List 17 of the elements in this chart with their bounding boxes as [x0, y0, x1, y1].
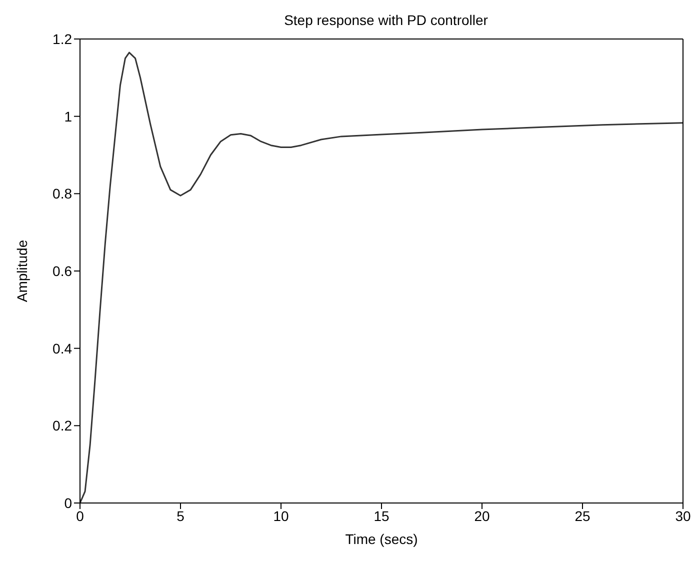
x-tick-label: 15: [374, 508, 390, 524]
y-tick-label: 0.6: [52, 262, 72, 279]
y-tick-label: 1: [64, 108, 72, 124]
y-tick-label: 0.2: [52, 418, 72, 434]
chart-title: Step response with PD controller: [283, 12, 489, 28]
x-tick-label: 30: [675, 508, 691, 524]
y-tick-label: 0.8: [52, 186, 72, 202]
x-tick-label: 20: [474, 508, 490, 524]
y-tick-label: 1.2: [52, 30, 72, 47]
y-tick-label: 0.4: [52, 340, 72, 356]
y-axis-title: Amplitude: [14, 240, 30, 302]
x-tick-label: 10: [273, 508, 289, 524]
x-tick-label: 0: [76, 508, 84, 524]
x-tick-label: 5: [176, 508, 185, 524]
x-tick-label: 25: [574, 508, 590, 524]
y-tick-label: 0: [64, 494, 72, 511]
x-axis-title: Time (secs): [345, 531, 418, 547]
